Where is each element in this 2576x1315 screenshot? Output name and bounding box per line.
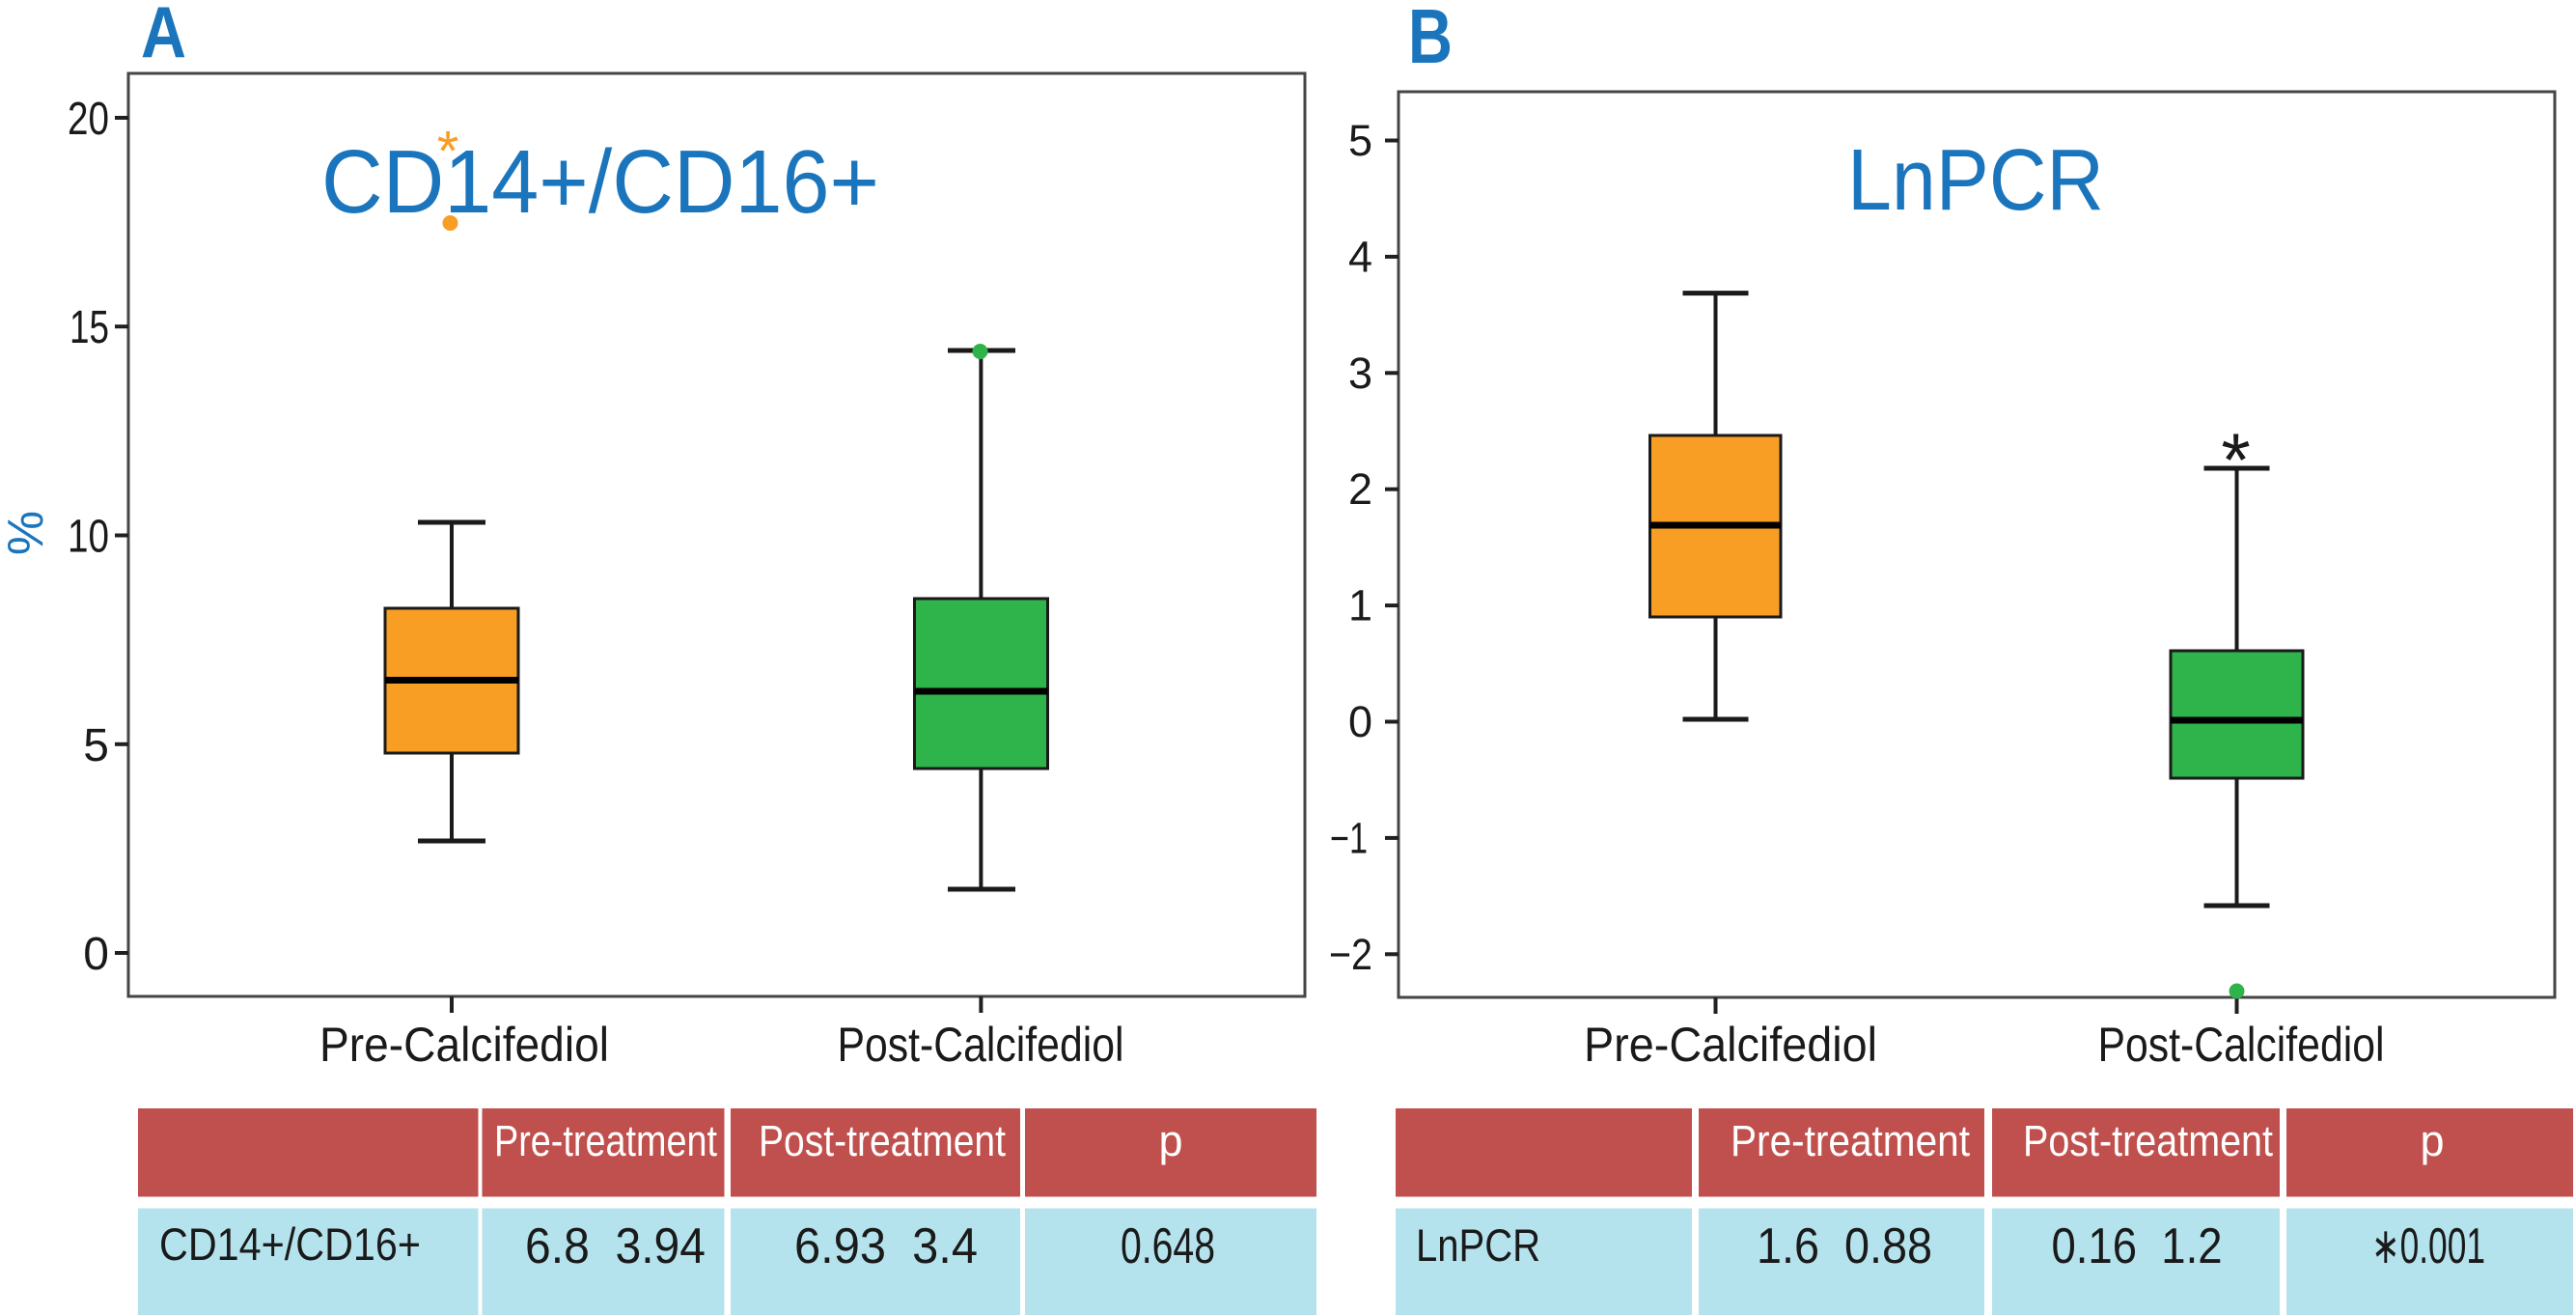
svg-text:0.16 1.2: 0.16 1.2	[2052, 1218, 2223, 1274]
svg-text:Pre-treatment: Pre-treatment	[494, 1116, 717, 1165]
svg-text:6.93 3.4: 6.93 3.4	[794, 1218, 978, 1274]
svg-text:10: 10	[68, 512, 109, 563]
svg-text:∗0.001: ∗0.001	[2371, 1218, 2485, 1274]
svg-text:0: 0	[1348, 697, 1372, 746]
svg-text:Post-Calcifediol: Post-Calcifediol	[2098, 1018, 2385, 1072]
svg-text:4: 4	[1348, 232, 1372, 281]
svg-text:CD14+/CD16+: CD14+/CD16+	[321, 131, 879, 232]
svg-text:*: *	[437, 121, 459, 183]
svg-text:Pre-Calcifediol: Pre-Calcifediol	[319, 1018, 609, 1072]
svg-text:−2: −2	[1329, 930, 1372, 979]
svg-text:*: *	[2221, 417, 2250, 502]
svg-text:%: %	[0, 511, 54, 555]
svg-text:2: 2	[1348, 464, 1372, 514]
svg-text:5: 5	[1348, 116, 1372, 165]
svg-text:p: p	[2420, 1116, 2444, 1165]
svg-text:15: 15	[69, 302, 109, 353]
svg-text:3: 3	[1348, 349, 1372, 398]
svg-text:−1: −1	[1330, 813, 1368, 862]
svg-text:LnPCR: LnPCR	[1416, 1219, 1540, 1271]
svg-text:5: 5	[83, 720, 109, 771]
svg-text:1: 1	[1348, 581, 1372, 630]
svg-text:Post-treatment: Post-treatment	[2023, 1116, 2273, 1165]
svg-text:p: p	[1158, 1116, 1182, 1165]
svg-text:A: A	[141, 0, 186, 72]
svg-text:Pre-Calcifediol: Pre-Calcifediol	[1584, 1018, 1877, 1072]
svg-text:Post-treatment: Post-treatment	[759, 1116, 1006, 1165]
svg-text:0: 0	[83, 929, 109, 980]
svg-text:CD14+/CD16+: CD14+/CD16+	[159, 1218, 421, 1270]
svg-text:LnPCR: LnPCR	[1847, 132, 2104, 229]
svg-text:6.8 3.94: 6.8 3.94	[525, 1218, 706, 1274]
svg-text:0.648: 0.648	[1121, 1218, 1215, 1274]
svg-text:1.6 0.88: 1.6 0.88	[1757, 1218, 1932, 1274]
svg-text:Post-Calcifediol: Post-Calcifediol	[838, 1018, 1124, 1072]
svg-text:Pre-treatment: Pre-treatment	[1731, 1116, 1970, 1165]
svg-text:20: 20	[68, 94, 109, 145]
svg-text:B: B	[1408, 0, 1453, 79]
